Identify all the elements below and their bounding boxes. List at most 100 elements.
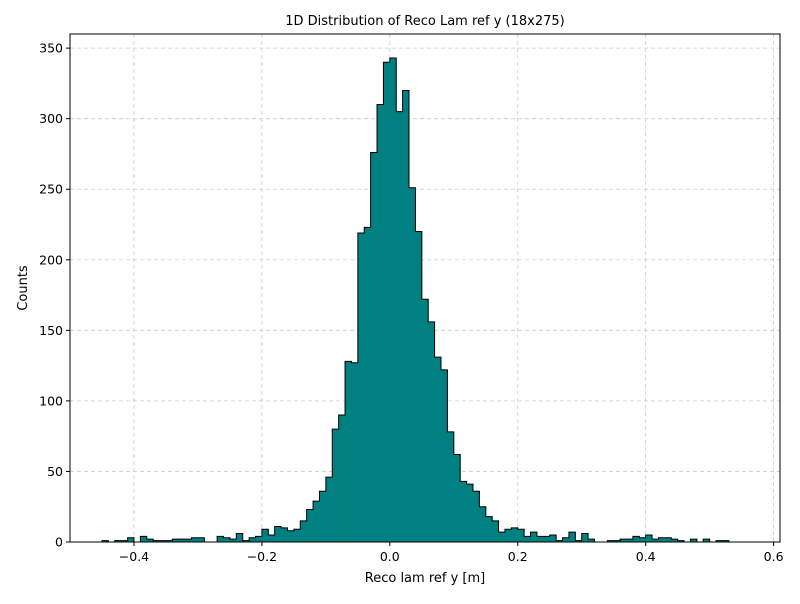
x-tick-label: 0.4 [636,549,656,564]
histogram-bar [645,534,653,542]
histogram-bar [504,529,512,542]
histogram-bar [581,533,589,542]
histogram-bar [281,527,288,542]
histogram-bar [172,539,180,542]
histogram-bar [402,90,410,542]
histogram-bar [319,491,327,542]
histogram-bar [690,539,698,542]
histogram-bar [716,540,723,542]
histogram-bar [498,532,506,542]
histogram-bar [409,187,416,543]
histogram-bar [632,536,640,542]
histogram-bar [722,540,730,542]
y-tick-label: 250 [39,182,63,197]
x-tick-label: 0.6 [764,549,784,564]
histogram-bar [377,104,384,543]
histogram-bar [472,491,480,542]
histogram-bar [159,540,167,542]
histogram-bar [313,501,320,542]
x-axis: −0.4 −0.2 0.0 0.2 0.4 0.6 [119,542,784,564]
histogram-bar [396,111,404,542]
y-tick-label: 200 [39,252,63,267]
histogram-bar [140,536,148,542]
histogram-bar [549,534,557,542]
x-tick-label: 0.0 [380,549,400,564]
histogram-bar [306,509,314,542]
histogram-bar [261,529,269,542]
y-axis-label: Counts [16,265,31,311]
histogram-bar [664,537,672,542]
histogram-bar [178,539,186,542]
histogram-bar [671,539,679,542]
histogram-bar [626,539,634,542]
histogram-bar [165,540,173,542]
histogram-bar [517,529,525,542]
histogram-bar [370,152,378,543]
histogram-bar [101,540,109,542]
histogram-bar [249,537,256,542]
histogram-bar [268,534,276,542]
histogram-bar [332,429,340,542]
histogram-bar [652,539,659,542]
histogram-bar [434,357,442,542]
y-tick-label: 300 [39,111,63,126]
x-axis-label: Reco lam ref y [m] [365,571,485,586]
histogram-outline [101,57,749,543]
histogram-bar [389,57,397,542]
histogram-bars [101,57,730,543]
histogram-bar [677,540,685,542]
histogram-bar [421,299,429,542]
histogram-bar [127,537,135,542]
histogram-bar [536,536,544,542]
y-tick-label: 150 [39,323,63,338]
histogram-bar [447,431,455,542]
histogram-bar [364,227,372,543]
histogram-bar [492,520,499,542]
histogram-bar [703,539,711,542]
histogram-bar [556,540,563,542]
x-tick-label: −0.4 [119,549,149,564]
histogram-bar [511,527,519,542]
histogram-bar [191,537,199,542]
histogram-bar [485,516,493,542]
histogram-bar [466,484,474,542]
histogram-bar [229,539,237,542]
histogram-bar [620,539,627,542]
histogram-bar [524,536,531,542]
histogram-bar [607,540,615,542]
histogram-bar [146,539,154,542]
histogram-bar [325,477,333,542]
histogram-bar [197,537,205,542]
histogram-bar [242,540,250,542]
y-tick-label: 0 [55,535,63,550]
histogram-bar [300,520,308,542]
histogram-bar [658,537,666,542]
histogram-bar [543,536,551,542]
histogram-bar [153,540,160,542]
y-tick-label: 50 [47,464,63,479]
histogram-bar [639,537,647,542]
histogram-bar [383,62,391,542]
x-tick-label: −0.2 [247,549,277,564]
histogram-bar [613,540,621,542]
histogram-bar [274,526,282,542]
histogram-bar [415,231,423,543]
plot-frame [69,33,781,543]
histogram-bar [236,533,244,542]
histogram-bar [588,539,595,542]
histogram-bar [440,369,448,542]
histogram-bar [293,529,301,542]
x-tick-label: 0.2 [508,549,528,564]
chart-title: 1D Distribution of Reco Lam ref y (18x27… [285,14,565,29]
histogram-bar [338,415,346,542]
histogram-bar [223,537,231,542]
histogram-bar [185,539,192,542]
histogram-bar [568,532,576,542]
y-tick-label: 350 [39,41,63,56]
histogram-bar [114,540,122,542]
histogram-bar [562,537,570,542]
y-tick-label: 100 [39,393,63,408]
y-axis: 0 50 100 150 200 250 300 350 [39,41,70,550]
